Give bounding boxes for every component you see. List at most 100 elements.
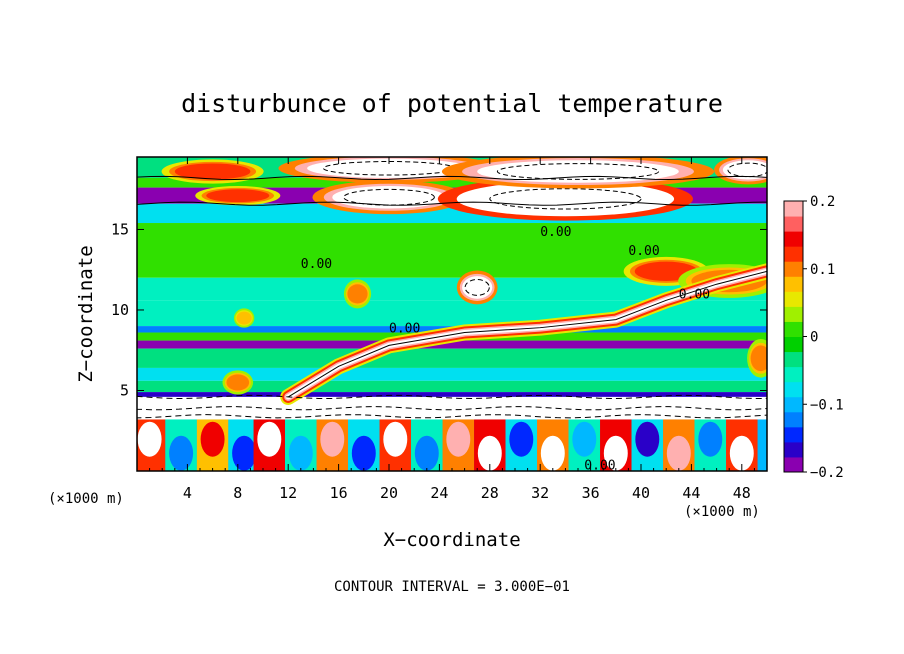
cell-core — [137, 421, 162, 457]
patch-core — [226, 374, 250, 391]
colorbar-tick-label-4: −0.2 — [810, 465, 844, 481]
x-axis-label: X−coordinate — [383, 529, 520, 551]
colorbar-swatch-3 — [784, 411, 803, 428]
patch-core — [174, 163, 251, 180]
contour-line-2 — [137, 414, 767, 419]
colorbar-swatch-16 — [784, 216, 803, 232]
bottom-cell-8 — [379, 419, 412, 471]
warm-patch-5 — [161, 159, 264, 184]
band-1 — [137, 177, 767, 188]
patch-contour — [727, 162, 767, 178]
warm-patch-0 — [312, 180, 466, 215]
patch-core — [236, 311, 252, 325]
y-tick-label-0: 5 — [120, 381, 129, 399]
warm-patch-6 — [195, 185, 281, 206]
bottom-cell-12 — [505, 419, 538, 471]
cell-core — [446, 421, 471, 457]
cell-core — [477, 435, 502, 471]
x-tick-label-2: 12 — [279, 484, 297, 502]
cell-core — [320, 421, 345, 457]
colorbar-swatch-13 — [784, 261, 803, 277]
x-tick-label-6: 28 — [481, 484, 499, 502]
cell-core — [414, 435, 439, 471]
chart-title: disturbunce of potential temperature — [181, 89, 723, 118]
warm-patch-1 — [437, 177, 693, 221]
cell-core — [729, 435, 754, 471]
colorbar-swatch-17 — [784, 201, 803, 217]
x-unit-right: (×1000 m) — [684, 504, 760, 520]
colorbar-swatch-4 — [784, 396, 803, 413]
warm-patch-3 — [441, 157, 715, 189]
patch-core — [477, 160, 679, 183]
warm-patch-4 — [714, 157, 767, 185]
patch-contour — [343, 188, 435, 206]
cell-core — [232, 435, 257, 471]
bottom-cell-13 — [537, 419, 569, 471]
cell-core — [698, 421, 723, 457]
bottom-cell-5 — [285, 419, 317, 471]
colorbar-tick-label-2: 0 — [810, 330, 818, 346]
cell-core — [509, 421, 534, 457]
bottom-cell-0 — [137, 419, 166, 471]
colorbar-swatch-14 — [784, 246, 803, 262]
colorbar-swatch-11 — [784, 291, 803, 307]
band-13 — [137, 392, 767, 397]
y-tick-label-2: 15 — [111, 220, 129, 238]
band-9 — [137, 340, 767, 349]
x-tick-label-10: 44 — [682, 484, 700, 502]
colorbar — [784, 201, 803, 473]
patch-contour — [489, 188, 642, 210]
bottom-cell-1 — [165, 419, 197, 471]
cell-core — [666, 435, 691, 471]
warm-patch-9 — [233, 308, 255, 328]
plot-area: 0.00 0.00 0.00 0.00 0.00 0.00 — [137, 157, 767, 473]
x-tick-label-1: 8 — [233, 484, 242, 502]
contour-line-3 — [137, 201, 767, 206]
bottom-cell-16 — [631, 419, 664, 471]
cell-core — [572, 421, 597, 457]
warm-plume — [280, 263, 767, 405]
bottom-cell-18 — [694, 419, 727, 471]
cell-core — [383, 421, 408, 457]
colorbar-swatch-9 — [784, 321, 803, 337]
contour-lines — [137, 175, 767, 419]
bottom-cell-2 — [196, 419, 229, 471]
contour-label-3: 0.00 — [628, 244, 659, 259]
colorbar-tick-label-3: −0.1 — [810, 397, 844, 413]
contour-label-5: 0.00 — [584, 458, 615, 473]
bottom-cell-6 — [316, 419, 349, 471]
colorbar-swatch-6 — [784, 366, 803, 383]
colorbar-swatch-5 — [784, 381, 803, 398]
contour-label-4: 0.00 — [679, 288, 710, 303]
bottom-cell-15 — [600, 419, 632, 471]
bottom-cell-11 — [474, 419, 506, 471]
colorbar-swatch-2 — [784, 426, 803, 443]
patch-core — [750, 345, 767, 372]
cell-core — [351, 435, 376, 471]
x-axis-ticks: 4 8 12 16 20 24 28 32 36 40 44 48 — [149, 157, 755, 502]
x-unit-left: (×1000 m) — [48, 491, 124, 507]
y-tick-label-1: 10 — [111, 301, 129, 319]
x-tick-label-11: 48 — [733, 484, 751, 502]
x-tick-label-0: 4 — [183, 484, 192, 502]
colorbar-swatch-0 — [784, 456, 803, 473]
warm-patch-7 — [456, 270, 498, 305]
patch-contour — [496, 163, 660, 180]
contour-label-1: 0.00 — [540, 225, 571, 240]
patch-core — [332, 185, 446, 209]
patch-contour — [464, 279, 490, 296]
contour-line-1 — [137, 406, 767, 411]
bottom-cell-4 — [253, 419, 286, 471]
colorbar-swatch-15 — [784, 231, 803, 247]
bottom-cell-19 — [726, 419, 758, 471]
x-tick-label-8: 36 — [582, 484, 600, 502]
x-tick-label-9: 40 — [632, 484, 650, 502]
bottom-cell-14 — [568, 419, 601, 471]
band-5 — [137, 277, 767, 301]
cell-core — [288, 435, 313, 471]
patch-core — [462, 276, 493, 299]
colorbar-swatch-12 — [784, 276, 803, 292]
contour-labels: 0.00 0.00 0.00 0.00 0.00 0.00 — [301, 225, 710, 473]
band-14 — [137, 396, 767, 420]
